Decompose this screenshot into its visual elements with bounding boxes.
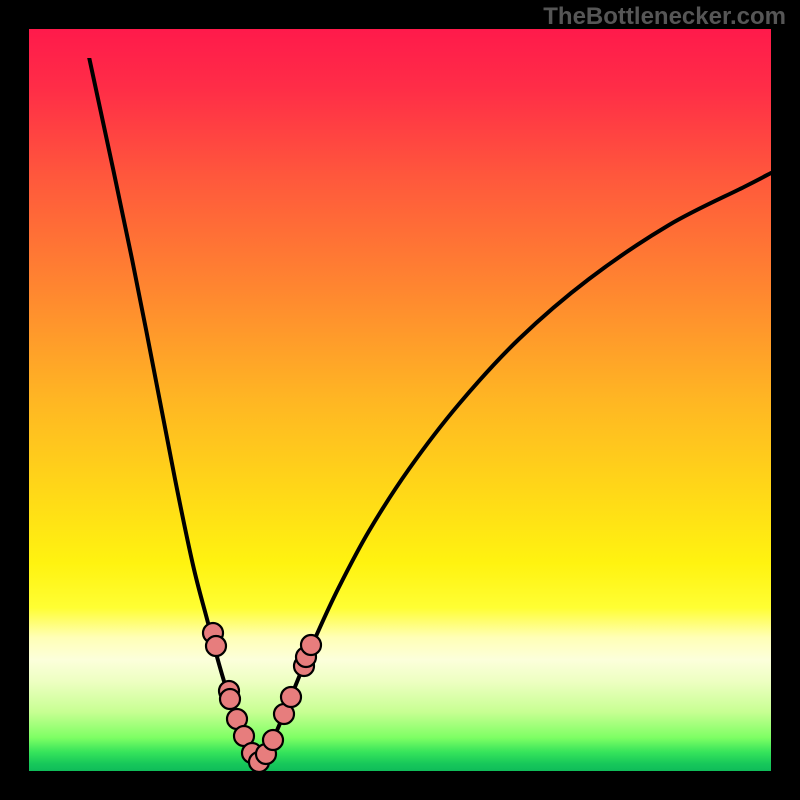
scatter-marker (220, 689, 240, 709)
scatter-marker (263, 730, 283, 750)
chart-stage: TheBottlenecker.com (0, 0, 800, 800)
watermark-text: TheBottlenecker.com (543, 3, 786, 31)
plot-background (29, 29, 771, 771)
chart-svg (0, 0, 800, 800)
scatter-marker (206, 636, 226, 656)
scatter-marker (281, 687, 301, 707)
scatter-marker (301, 635, 321, 655)
